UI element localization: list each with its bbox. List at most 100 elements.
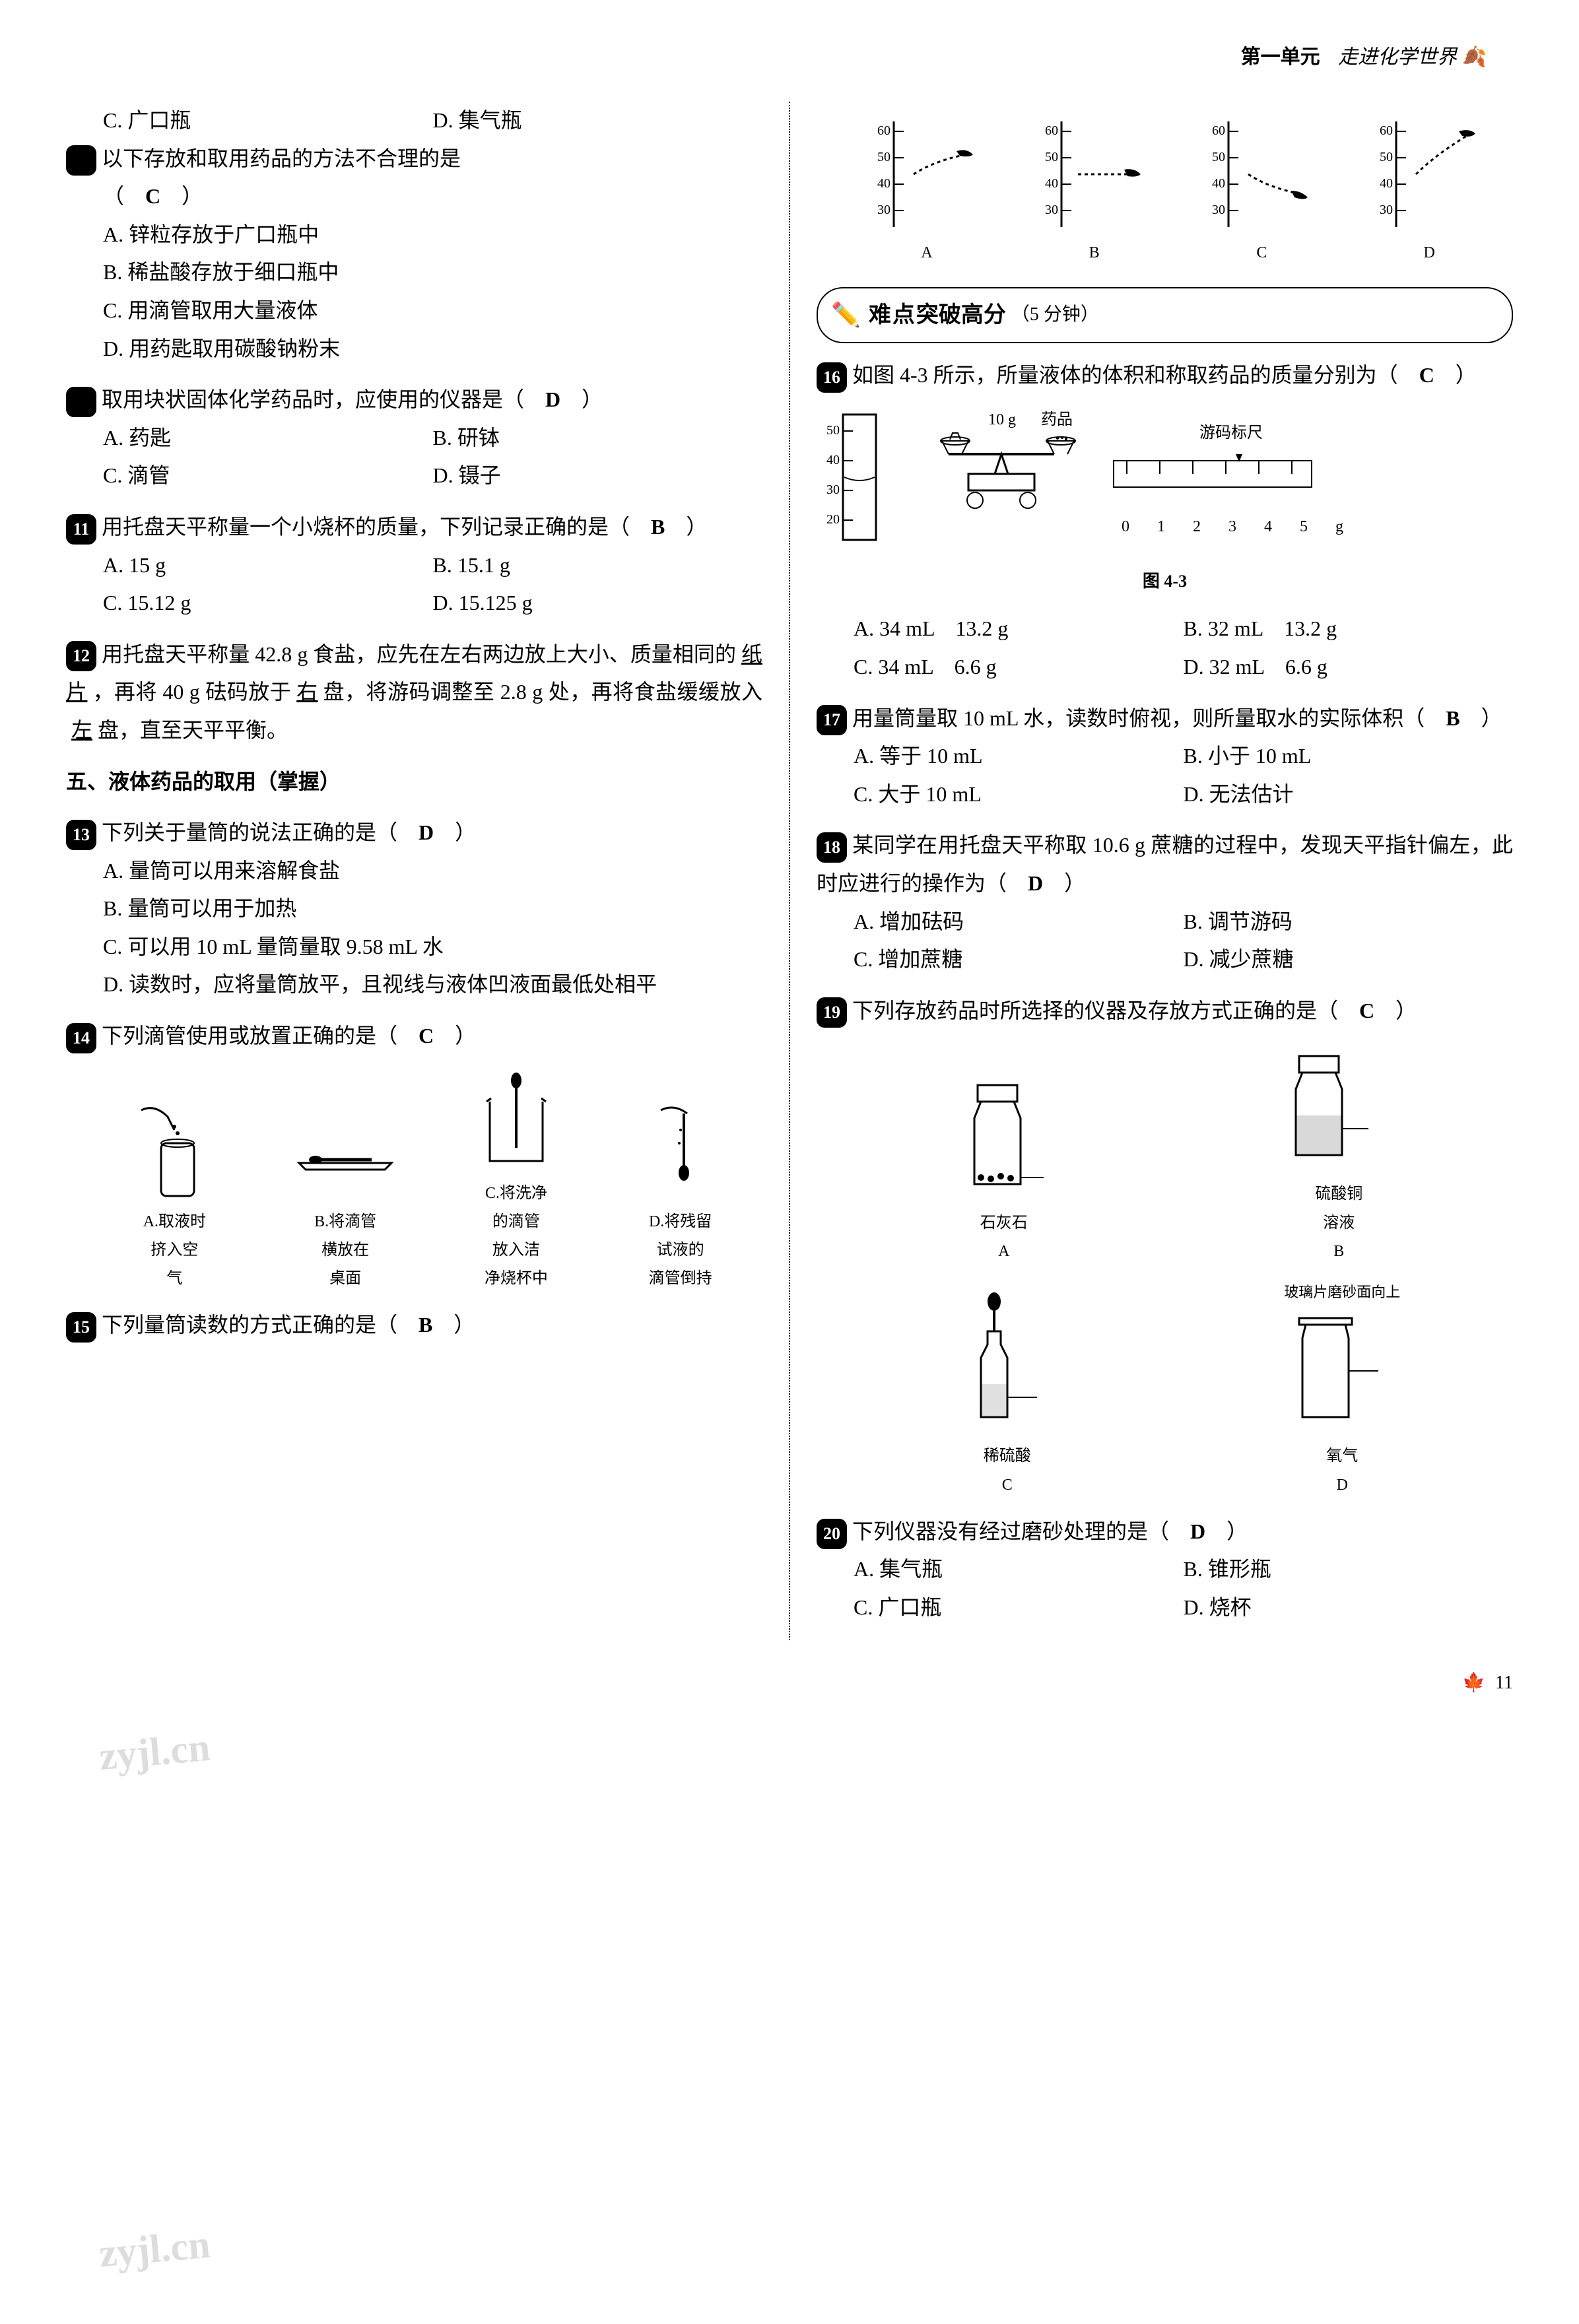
bottle-c-icon: [941, 1292, 1073, 1437]
question-number-19: 19: [817, 997, 847, 1028]
figure-a: A.取液时 挤入空 气: [128, 1097, 220, 1294]
option-b: B. 15.1 g: [433, 547, 763, 585]
ruler-label: 游码标尺: [1107, 419, 1355, 448]
right-column: 60 50 40 30 A 60 50 40: [817, 102, 1513, 1640]
question-text: 某同学在用托盘天平称取 10.6 g 蔗糖的过程中，发现天平指针偏左，此时应进行…: [817, 833, 1513, 895]
storage-figures-row2: 稀硫酸 C 玻璃片磨砂面向上 氧气 D: [817, 1279, 1513, 1500]
q12-pre: 用托盘天平称量 42.8 g 食盐，应先在左右两边放上大小、质量相同的: [102, 642, 736, 666]
answer: C: [1419, 363, 1434, 387]
fig-19c-label: 稀硫酸: [984, 1447, 1031, 1465]
question-18: 18某同学在用托盘天平称取 10.6 g 蔗糖的过程中，发现天平指针偏左，此时应…: [817, 826, 1513, 978]
svg-text:40: 40: [826, 453, 840, 467]
option-d: D. 32 mL 6.6 g: [1184, 648, 1514, 686]
option-a: A. 集气瓶: [854, 1550, 1184, 1589]
prev-options: C. 广口瓶 D. 集气瓶: [66, 102, 762, 140]
cyl-a-label: A: [874, 239, 980, 267]
dropper-d-icon: [634, 1097, 727, 1203]
question-text: 取用块状固体化学药品时，应使用的仪器是: [102, 387, 503, 411]
option-b: B. 32 mL 13.2 g: [1184, 610, 1514, 648]
section-5-title: 五、液体药品的取用（掌握）: [66, 763, 762, 801]
question-number-11: 11: [66, 514, 96, 545]
option-b: B. 锥形瓶: [1184, 1550, 1514, 1589]
option-b: B. 稀盐酸存放于细口瓶中: [66, 253, 762, 292]
option-c: C. 大于 10 mL: [854, 776, 1184, 814]
cylinder-a-icon: 60 50 40 30: [874, 115, 980, 234]
leaf-icon: 🍁: [1462, 1667, 1485, 1700]
cyl-d: 60 50 40 30 D: [1376, 115, 1482, 267]
blank-3: 左: [66, 718, 98, 742]
option-b: B. 小于 10 mL: [1184, 737, 1514, 776]
question-number-14: 14: [66, 1023, 96, 1053]
option-b: B. 研钵: [433, 419, 763, 457]
question-text: 用量筒量取 10 mL 水，读数时俯视，则所量取水的实际体积: [852, 706, 1403, 730]
question-number-18: 18: [817, 832, 847, 863]
figure-4-3: 50 40 30 20 10 g 药品: [817, 408, 1513, 553]
option-c: C. 滴管: [103, 457, 433, 495]
question-marker: [66, 387, 96, 417]
cyl-b-label: B: [1042, 239, 1147, 267]
option-d: D. 15.125 g: [433, 584, 763, 622]
fig-19b: 硫酸铜 溶液 B: [1266, 1043, 1411, 1266]
dropper-b-icon: [292, 1097, 398, 1203]
figure-c: C.将洗净 的滴管 放入洁 净烧杯中: [470, 1069, 562, 1294]
fig-19c: 稀硫酸 C: [941, 1292, 1073, 1499]
answer: D: [419, 820, 434, 844]
dropper-figures: A.取液时 挤入空 气 B.将滴管 横放在 桌面: [66, 1069, 762, 1294]
option-d: D. 集气瓶: [433, 102, 763, 140]
leaf-icon: 🍂: [1462, 46, 1487, 68]
option-c: C. 广口瓶: [854, 1589, 1184, 1627]
question-number-13: 13: [66, 820, 96, 850]
option-a: A. 等于 10 mL: [854, 737, 1184, 776]
fig-19d-top-label: 玻璃片磨砂面向上: [1269, 1279, 1415, 1306]
cylinder-c-icon: 60 50 40 30: [1209, 115, 1314, 234]
cylinder-b-icon: 60 50 40 30: [1042, 115, 1147, 234]
figure-b-label: B.将滴管 横放在 桌面: [292, 1208, 398, 1294]
option-c: C. 增加蔗糖: [854, 941, 1184, 979]
watermark: zyjl.cn: [96, 2208, 213, 2289]
question-12: 12用托盘天平称量 42.8 g 食盐，应先在左右两边放上大小、质量相同的纸片，…: [66, 636, 762, 750]
fig-19b-letter: B: [1266, 1238, 1411, 1266]
fig-19d-label: 氧气: [1326, 1447, 1358, 1465]
page-footer: 🍁 11: [66, 1667, 1513, 1700]
option-c: C. 可以用 10 mL 量筒量取 9.58 mL 水: [66, 928, 762, 966]
cylinder-icon: 50 40 30 20: [817, 408, 896, 553]
svg-text:20: 20: [826, 512, 840, 527]
cyl-c: 60 50 40 30 C: [1209, 115, 1314, 267]
balance-weight-label: 10 g: [988, 411, 1016, 428]
svg-text:60: 60: [1045, 123, 1058, 138]
option-a: A. 锌粒存放于广口瓶中: [66, 216, 762, 254]
banner-time: （5 分钟）: [1011, 298, 1099, 331]
cyl-a: 60 50 40 30 A: [874, 115, 980, 267]
bottle-d-icon: [1269, 1305, 1415, 1437]
figure-a-label: A.取液时 挤入空 气: [128, 1208, 220, 1294]
answer: C: [145, 184, 160, 208]
svg-text:30: 30: [1212, 203, 1225, 217]
option-d: D. 镊子: [433, 457, 763, 495]
question-11: 11用托盘天平称量一个小烧杯的质量，下列记录正确的是（ B ） A. 15 g …: [66, 508, 762, 622]
svg-text:30: 30: [877, 203, 890, 217]
fig-19a: 石灰石 A: [945, 1072, 1063, 1266]
option-a: A. 15 g: [103, 547, 433, 585]
svg-text:30: 30: [1380, 203, 1393, 217]
option-a: A. 增加砝码: [854, 903, 1184, 941]
question-15: 15下列量筒读数的方式正确的是（ B ）: [66, 1306, 762, 1345]
svg-text:40: 40: [1045, 176, 1058, 191]
fig-19a-label: 石灰石: [980, 1214, 1028, 1232]
answer: B: [651, 515, 665, 539]
bottle-b-icon: [1266, 1043, 1411, 1175]
svg-text:50: 50: [1212, 150, 1225, 164]
balance-item-label: 药品: [1041, 411, 1073, 428]
question-number-16: 16: [817, 362, 847, 393]
answer: B: [1446, 706, 1460, 730]
question-text: 如图 4-3 所示，所量液体的体积和称取药品的质量分别为: [852, 363, 1377, 387]
question-text: 下列量筒读数的方式正确的是: [102, 1313, 376, 1337]
unit-title: 走进化学世界: [1338, 46, 1457, 68]
option-a: A. 药匙: [103, 419, 433, 457]
bottle-a-icon: [945, 1072, 1063, 1204]
figure-d-label: D.将残留 试液的 滴管倒持: [634, 1208, 727, 1294]
question-text: 下列仪器没有经过磨砂处理的是: [852, 1519, 1148, 1543]
blank-2: 右: [291, 680, 323, 704]
svg-text:60: 60: [1380, 123, 1393, 138]
option-b: B. 调节游码: [1184, 903, 1514, 941]
option-d: D. 读数时，应将量筒放平，且视线与液体凹液面最低处相平: [66, 966, 762, 1004]
